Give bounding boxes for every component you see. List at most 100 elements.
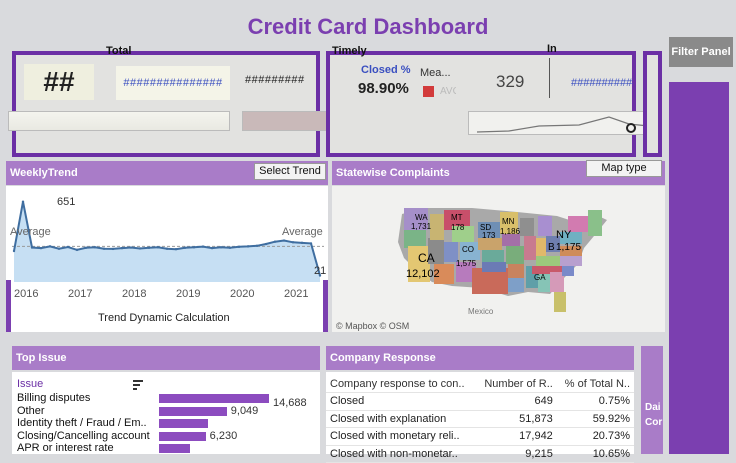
select-trend-button[interactable]: Select Trend xyxy=(254,163,326,180)
daily-panel-label-2: Cor xyxy=(645,417,663,428)
map-value-wa: 1,731 xyxy=(411,222,432,231)
legend-swatch-icon xyxy=(423,86,434,97)
kpi-timely-card xyxy=(326,51,636,157)
state-in xyxy=(536,238,546,258)
kpi-timely-sparkline xyxy=(468,111,662,135)
table-row[interactable]: Closed with monetary reli.. 17,942 20.73… xyxy=(326,427,634,446)
map-value-co: 1,575 xyxy=(456,259,477,268)
statewise-map[interactable]: WA 1,731 MT 178 MN 1,186 SD 173 NY CA 12… xyxy=(332,186,665,332)
state-mn xyxy=(500,212,518,234)
trend-point xyxy=(129,246,133,249)
state-wa xyxy=(404,208,428,230)
percent-cell: 59.92% xyxy=(556,410,634,428)
issue-bar[interactable] xyxy=(159,431,206,441)
kpi-total-big-value: ## xyxy=(24,64,94,100)
column-header[interactable]: % of Total N.. xyxy=(556,375,634,393)
company-response-panel: Company response to con.. Number of R.. … xyxy=(326,372,634,463)
map-label-ga: GA xyxy=(534,273,546,282)
kpi-total-label: Total xyxy=(106,45,132,57)
year-tick: 2018 xyxy=(122,288,147,300)
year-tick: 2021 xyxy=(284,288,309,300)
issue-label: Other xyxy=(17,404,45,417)
filter-panel-button[interactable]: Filter Panel xyxy=(669,37,733,67)
kpi-measure-label: Mea... xyxy=(420,67,451,79)
trend-point xyxy=(165,247,169,250)
kpi-legend-label: AVG xyxy=(440,86,456,97)
state-fl xyxy=(554,292,566,312)
trend-point xyxy=(39,246,43,250)
trend-point xyxy=(12,249,16,253)
map-label-mt: MT xyxy=(451,213,463,222)
sort-icon[interactable] xyxy=(133,380,143,390)
state-ne xyxy=(478,238,502,250)
state-ny xyxy=(568,216,588,232)
trend-point xyxy=(147,246,151,249)
issue-bar[interactable] xyxy=(159,444,190,453)
trend-point xyxy=(138,247,142,250)
trend-point xyxy=(183,246,187,249)
trend-point xyxy=(237,245,241,249)
issue-label: Identity theft / Fraud / Em.. xyxy=(17,417,147,429)
trend-point xyxy=(48,245,52,248)
kpi-closed-value: 98.90% xyxy=(358,80,409,97)
year-tick: 2017 xyxy=(68,288,93,300)
issue-bar[interactable] xyxy=(159,406,227,416)
issue-column-label: Issue xyxy=(17,378,44,390)
percent-cell: 0.75% xyxy=(556,392,634,411)
kpi-small-card xyxy=(643,51,662,157)
map-value-mt: 178 xyxy=(451,223,465,232)
state-ga xyxy=(550,272,564,292)
trend-min-label: 21 xyxy=(314,265,327,277)
count-cell: 649 xyxy=(476,392,557,411)
state-ia xyxy=(502,234,520,246)
issue-bar[interactable] xyxy=(159,394,269,403)
kpi-count-value: 329 xyxy=(496,72,525,91)
map-value-ca: 12,102 xyxy=(406,268,440,280)
state-nm xyxy=(456,262,476,282)
trend-point xyxy=(174,247,178,251)
table-row[interactable]: Closed with explanation 51,873 59.92% xyxy=(326,410,634,428)
state-ne-region xyxy=(588,210,602,236)
trend-point xyxy=(282,239,286,242)
weekly-trend-left-accent xyxy=(6,280,11,332)
trend-average-left: Average xyxy=(10,226,51,238)
trend-max-label: 651 xyxy=(57,196,76,208)
trend-point xyxy=(57,247,61,250)
map-type-button[interactable]: Map type xyxy=(586,160,662,177)
state-va xyxy=(560,246,582,256)
company-response-header: Company Response xyxy=(326,346,634,370)
state-sd xyxy=(478,222,500,238)
kpi-in-value: ############### xyxy=(571,77,633,89)
issue-value: 9,049 xyxy=(230,404,259,417)
trend-point xyxy=(219,246,223,249)
map-label-sd: SD xyxy=(480,223,491,232)
map-label-ca: CA xyxy=(418,251,435,265)
trend-point xyxy=(300,241,304,245)
year-tick: 2020 xyxy=(230,288,255,300)
map-label-ny: NY xyxy=(556,229,572,241)
trend-point xyxy=(192,246,196,249)
column-header[interactable]: Company response to con.. xyxy=(326,375,477,393)
kpi-in-label: In xyxy=(547,43,557,55)
trend-point xyxy=(30,246,34,249)
state-wy xyxy=(452,226,474,242)
count-cell: 51,873 xyxy=(476,410,557,428)
state-nv xyxy=(428,238,444,264)
state-ok xyxy=(482,262,506,272)
top-issue-header: Top Issue xyxy=(12,346,320,370)
state-mo xyxy=(506,246,524,264)
table-row[interactable]: Closed 649 0.75% xyxy=(326,392,634,411)
trend-point xyxy=(318,274,322,277)
trend-point xyxy=(84,246,88,249)
trend-point xyxy=(66,245,70,249)
response-cell: Closed with explanation xyxy=(326,410,477,428)
state-ut xyxy=(444,242,458,262)
trend-point xyxy=(309,242,313,245)
state-mt xyxy=(444,210,470,230)
year-tick: 2016 xyxy=(14,288,39,300)
column-header[interactable]: Number of R.. xyxy=(476,375,557,393)
issue-bar[interactable] xyxy=(159,419,208,428)
trend-point xyxy=(21,200,25,203)
weekly-trend-chart xyxy=(12,200,324,282)
trend-point xyxy=(210,246,214,250)
